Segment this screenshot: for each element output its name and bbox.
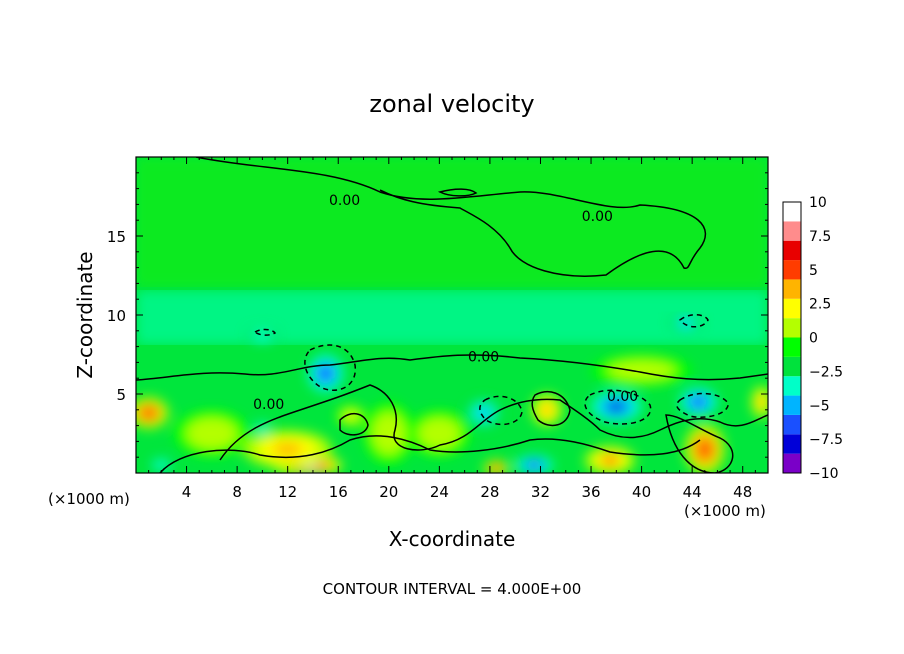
contour-zero-small: [437, 188, 478, 197]
heatmap-blob: [199, 425, 225, 442]
y-axis-label: Z-coordinate: [73, 251, 97, 378]
contour-dashed-3: [676, 392, 729, 418]
colorbar-tick-label: −5: [809, 398, 830, 414]
colorbar-swatch: [783, 260, 801, 280]
x-unit-right: (×1000 m): [684, 502, 766, 520]
x-axis-label: X-coordinate: [389, 527, 516, 551]
contour-label: 0.00: [329, 193, 360, 209]
heatmap-blob: [698, 440, 712, 458]
x-tick-label: 12: [278, 483, 297, 501]
contour-solid-blob-2: [531, 391, 571, 427]
y-tick-label: 15: [107, 228, 126, 246]
x-tick-label: 24: [430, 483, 449, 501]
x-unit-left: (×1000 m): [48, 490, 130, 508]
colorbar-swatch: [783, 395, 801, 415]
heatmap-blob: [692, 397, 705, 407]
heatmap-blob: [527, 461, 541, 469]
colorbar-tick-label: −10: [809, 466, 839, 482]
chart-title: zonal velocity: [369, 90, 534, 118]
x-tick-label: 36: [581, 483, 600, 501]
colorbar-swatch: [783, 279, 801, 299]
contour-lines: [136, 157, 768, 473]
x-tick-label: 32: [531, 483, 550, 501]
colorbar-tick-label: 2.5: [809, 297, 831, 313]
x-tick-label: 40: [632, 483, 651, 501]
colorbar-swatch: [783, 202, 801, 222]
colorbar-tick-label: −2.5: [809, 364, 843, 380]
colorbar-swatch: [783, 221, 801, 241]
heatmap-blob: [541, 404, 552, 416]
contour-label: 0.00: [607, 389, 638, 405]
colorbar-swatch: [783, 414, 801, 435]
colorbar-swatch: [783, 318, 801, 338]
heatmap-blob: [380, 422, 398, 445]
colorbar-tick-label: 10: [809, 195, 827, 211]
contour-zero-upper: [195, 157, 707, 277]
colorbar-swatch: [783, 453, 801, 473]
contour-dashed-2: [584, 389, 652, 425]
heatmap-blob: [477, 407, 490, 419]
heatmap-blob: [428, 425, 450, 442]
contour-zero-lower: [136, 354, 768, 381]
heatmap-upper-band: [136, 157, 768, 287]
colorbar-tick-label: 5: [809, 263, 818, 279]
x-tick-label: 8: [232, 483, 242, 501]
contour-solid-blob-1: [339, 413, 369, 436]
x-tick-label: 28: [480, 483, 499, 501]
heatmap-blob: [680, 319, 691, 327]
colorbar: 10 7.5 5 2.5 0 −2.5 −5 −7.5 −10: [782, 195, 843, 482]
heatmap-blob: [758, 396, 766, 408]
heatmap-blob: [319, 367, 332, 380]
x-tick-label: 16: [329, 483, 348, 501]
contour-labels: 0.00 0.00 0.00 0.00 0.00: [253, 193, 638, 413]
heatmap-blob: [601, 455, 619, 466]
y-tick-label: 5: [116, 386, 126, 404]
heatmap-blob: [624, 365, 659, 376]
x-tick-label: 4: [182, 483, 192, 501]
contour-label: 0.00: [582, 209, 613, 225]
y-axis-ticks: 5 10 15: [107, 172, 768, 458]
colorbar-swatch: [783, 356, 801, 377]
heatmap-features: [136, 311, 768, 473]
contour-label: 0.00: [253, 397, 284, 413]
heatmap-blob: [141, 407, 156, 419]
contour-dashed-6: [253, 328, 277, 336]
colorbar-tick-label: 7.5: [809, 229, 831, 245]
colorbar-swatch: [783, 240, 801, 261]
contour-zero-wave: [219, 384, 768, 461]
x-tick-label: 48: [733, 483, 752, 501]
contour-dashed-1: [304, 344, 356, 391]
colorbar-swatch: [783, 434, 801, 454]
colorbar-swatch: [783, 376, 801, 396]
heatmap-blob: [607, 401, 625, 412]
colorbar-swatch: [783, 298, 801, 319]
contour-dashed-4: [479, 395, 523, 426]
contour-interval-footer: CONTOUR INTERVAL = 4.000E+00: [323, 580, 582, 598]
contour-label: 0.00: [468, 350, 499, 366]
colorbar-swatch: [783, 337, 801, 357]
x-tick-label: 44: [683, 483, 702, 501]
contour-zero-bottom: [159, 435, 701, 473]
heatmap-field: [136, 157, 768, 473]
heatmap-blob: [157, 462, 166, 468]
heatmap-mid-band: [136, 290, 768, 345]
heatmap-blob: [272, 442, 303, 456]
y-tick-label: 10: [107, 307, 126, 325]
colorbar-frame: [782, 201, 802, 474]
colorbar-tick-label: 0: [809, 331, 818, 347]
contour-dashed-5: [678, 314, 709, 328]
heatmap-blob: [492, 465, 501, 471]
heatmap-blob: [259, 426, 266, 432]
x-tick-label: 20: [379, 483, 398, 501]
colorbar-tick-label: −7.5: [809, 432, 843, 448]
x-axis-ticks: 4 8 12 16 20 24 28 32 36 40 44 48: [148, 157, 756, 501]
contour-solid-blob-3: [665, 414, 734, 473]
